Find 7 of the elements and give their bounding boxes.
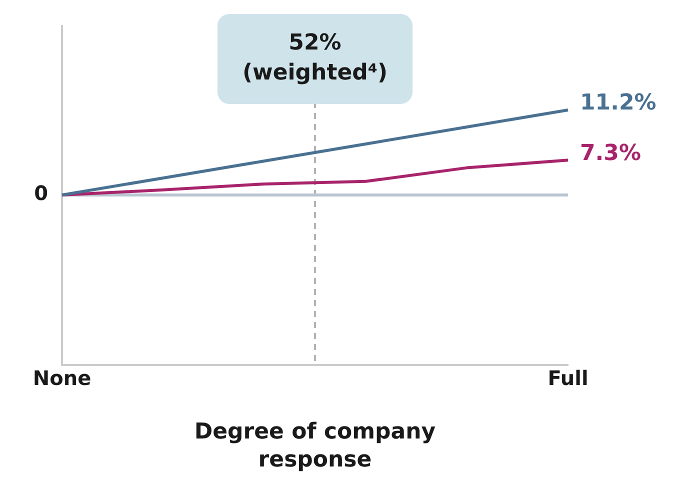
- text: 52% (weighted⁴): [242, 30, 388, 86]
- ref-line-label: 0: [34, 181, 48, 206]
- annotation: 11.2%: [580, 90, 656, 116]
- x-tick-label: None: [32, 366, 92, 390]
- x-tick-label: Full: [548, 366, 588, 390]
- x-axis-title: Degree of company response: [194, 420, 436, 473]
- annotation: 7.3%: [580, 140, 642, 166]
